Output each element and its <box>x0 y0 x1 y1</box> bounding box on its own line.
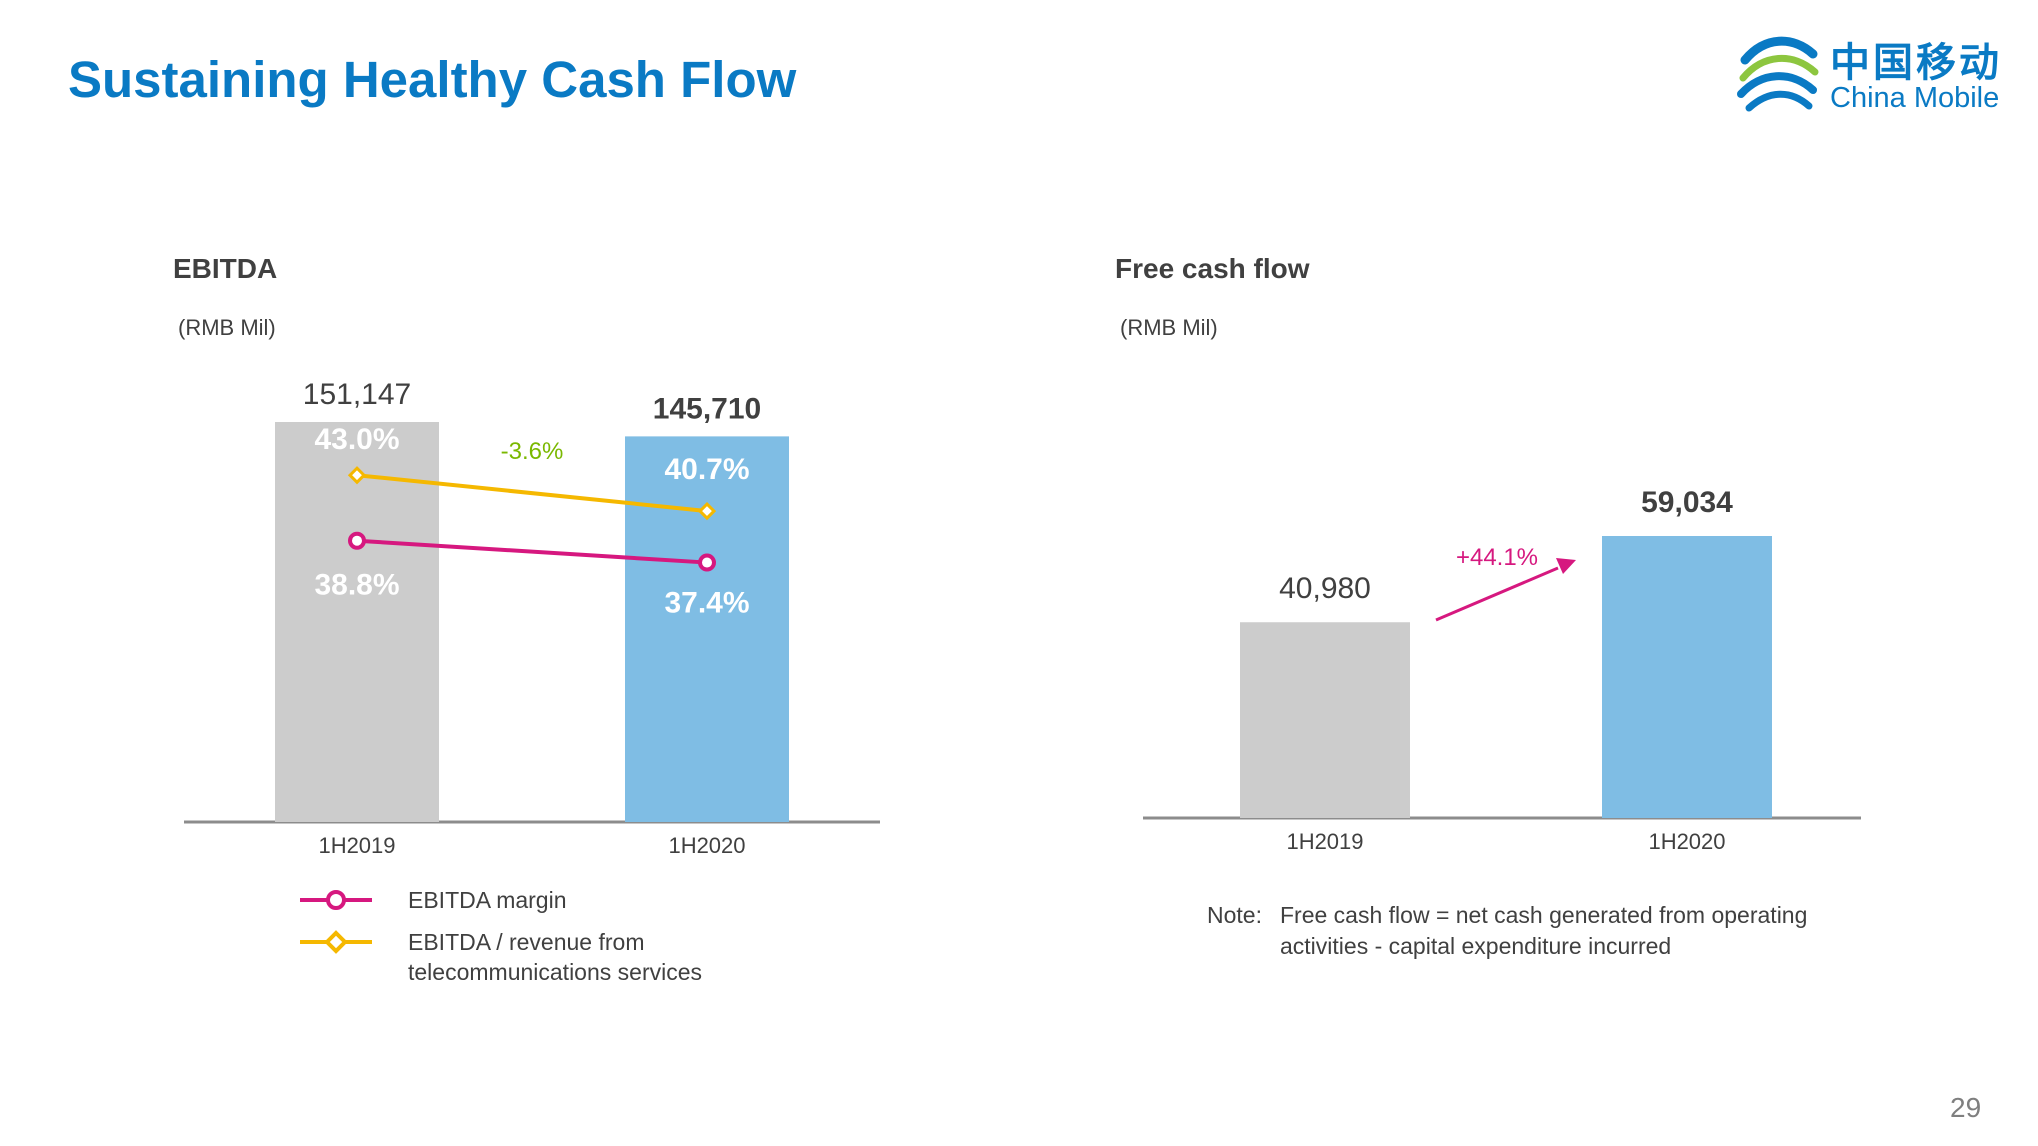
logo-swirl-icon <box>1737 36 1819 112</box>
ebitda-value-label-1h2019: 151,147 <box>303 378 411 411</box>
fcf-chart-title: Free cash flow <box>1115 253 1310 284</box>
legend-label-ebitda-margin: EBITDA margin <box>408 887 567 913</box>
legend-circle-marker-icon <box>300 890 372 910</box>
note-label: Note: <box>1207 902 1262 928</box>
ratio-line-ebitda-revenue <box>356 473 708 514</box>
ebitda-revenue-point-1h2019 <box>347 466 367 485</box>
page-title: Sustaining Healthy Cash Flow <box>68 51 797 108</box>
ebitda-margin-data-label-1h2020: 37.4% <box>664 587 749 620</box>
page-number: 29 <box>1950 1092 1982 1123</box>
ebitda-bar-1h2020 <box>625 436 789 822</box>
logo-chinese-text: 中国移动 <box>1830 41 2002 85</box>
ratio-line-ebitda-margin <box>356 538 708 565</box>
ebitda-tick-label-1h2020: 1H2020 <box>668 833 745 858</box>
ebitda-revenue-data-label-1h2020: 40.7% <box>664 453 749 486</box>
note-text: Free cash flow = net cash generated from… <box>1280 902 1808 959</box>
fcf-value-label-1h2020: 59,034 <box>1641 486 1733 519</box>
ebitda-margin-point-1h2019 <box>348 531 366 550</box>
legend-item-ebitda-revenue: EBITDA / revenue from telecommunications… <box>296 924 756 994</box>
fcf-note: Note: Free cash flow = net cash generate… <box>1207 900 1827 970</box>
fcf-bar-1h2019 <box>1240 622 1410 818</box>
legend-label-ebitda-revenue: EBITDA / revenue from telecommunications… <box>408 929 703 985</box>
ebitda-change-label: -3.6% <box>501 438 564 465</box>
fcf-tick-label-1h2020: 1H2020 <box>1648 829 1725 854</box>
ebitda-revenue-point-1h2020 <box>697 501 717 521</box>
ebitda-chart-title: EBITDA <box>173 253 278 284</box>
fcf-value-label-1h2019: 40,980 <box>1279 572 1371 605</box>
ebitda-margin-point-1h2020 <box>698 553 716 572</box>
ebitda-margin-data-label-1h2019: 38.8% <box>314 569 399 602</box>
fcf-tick-label-1h2019: 1H2019 <box>1286 829 1363 854</box>
fcf-unit-label: (RMB Mil) <box>1120 315 1218 340</box>
fcf-growth-arrow-head-icon <box>1556 558 1576 574</box>
legend-item-ebitda-margin: EBITDA margin <box>296 882 756 922</box>
china-mobile-logo: 中国移动 China Mobile <box>1735 30 2015 120</box>
fcf-change-label: +44.1% <box>1456 544 1538 571</box>
ebitda-bar-1h2019 <box>275 422 439 822</box>
logo-english-text: China Mobile <box>1830 82 2000 114</box>
fcf-bar-1h2020 <box>1602 536 1772 818</box>
ebitda-unit-label: (RMB Mil) <box>178 315 276 340</box>
fcf-growth-arrow-shaft <box>1435 566 1559 622</box>
ebitda-tick-label-1h2019: 1H2019 <box>318 833 395 858</box>
legend-diamond-marker-icon <box>300 930 372 954</box>
ebitda-value-label-1h2020: 145,710 <box>653 392 761 425</box>
ebitda-revenue-data-label-1h2019: 43.0% <box>314 423 399 456</box>
